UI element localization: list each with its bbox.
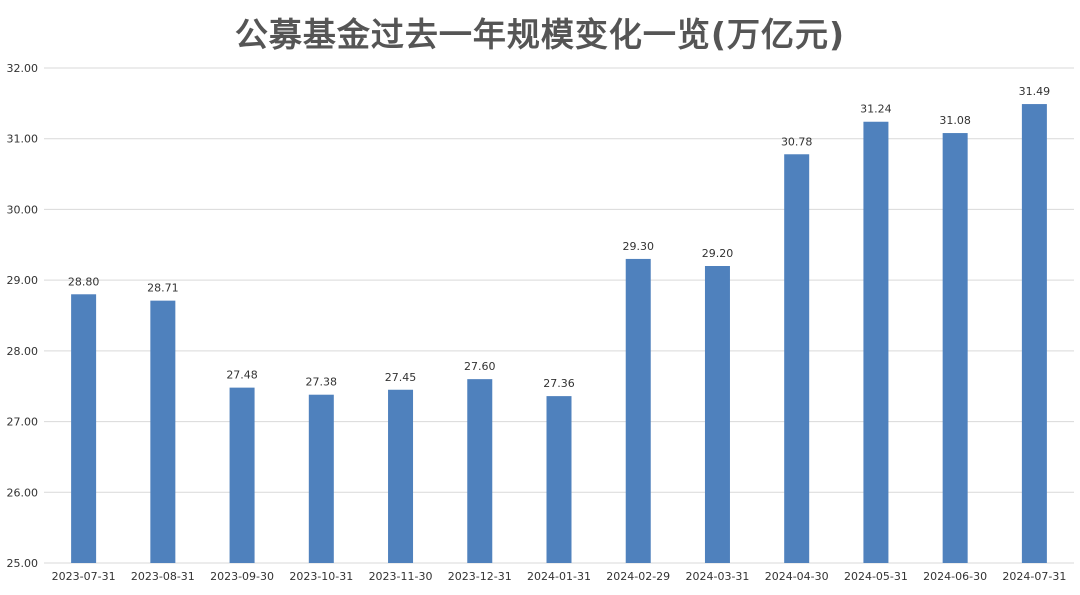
y-tick-label: 26.00: [7, 486, 39, 499]
x-tick-label: 2024-07-31: [1002, 570, 1066, 583]
data-label: 29.20: [702, 247, 734, 260]
y-tick-label: 32.00: [7, 62, 39, 75]
bar-2023-09-30: [229, 387, 255, 563]
bar-2023-10-31: [308, 394, 334, 563]
data-label: 28.80: [68, 275, 100, 288]
bar-2024-06-30: [942, 133, 968, 564]
y-axis-ticks: 25.00 26.00 27.00 28.00 29.00 30.00 31.00 32.00: [7, 62, 39, 570]
bar-2023-08-31: [150, 300, 176, 563]
x-tick-label: 2024-03-31: [685, 570, 749, 583]
data-label: 27.38: [306, 376, 338, 389]
data-label: 27.36: [543, 377, 575, 390]
bar-2023-07-31: [71, 294, 97, 563]
x-tick-label: 2024-05-31: [844, 570, 908, 583]
data-label: 31.49: [1019, 85, 1051, 98]
data-label: 30.78: [781, 135, 813, 148]
x-tick-label: 2023-10-31: [289, 570, 353, 583]
data-label: 29.30: [622, 240, 654, 253]
data-label: 27.48: [226, 369, 258, 382]
x-tick-label: 2023-11-30: [369, 570, 433, 583]
data-label: 27.60: [464, 360, 496, 373]
chart-title: 公募基金过去一年规模变化一览(万亿元): [234, 15, 846, 54]
x-tick-label: 2024-02-29: [606, 570, 670, 583]
y-tick-label: 27.00: [7, 416, 39, 429]
bars: [71, 104, 1047, 564]
y-tick-label: 25.00: [7, 557, 39, 570]
x-tick-label: 2024-01-31: [527, 570, 591, 583]
y-tick-label: 31.00: [7, 133, 39, 146]
bar-2024-01-31: [546, 396, 572, 563]
x-tick-label: 2023-08-31: [131, 570, 195, 583]
data-labels: 28.80 28.71 27.48 27.38 27.45 27.60 27.36 29.30…: [68, 85, 1050, 390]
y-tick-label: 30.00: [7, 203, 39, 216]
x-tick-label: 2023-09-30: [210, 570, 274, 583]
x-tick-label: 2024-04-30: [765, 570, 829, 583]
bar-2024-05-31: [863, 121, 889, 563]
x-axis-ticks: 2023-07-31 2023-08-31 2023-09-30 2023-10-31…: [52, 570, 1067, 583]
y-tick-label: 28.00: [7, 345, 39, 358]
bar-2023-11-30: [388, 389, 414, 563]
bar-2024-02-29: [625, 258, 651, 563]
data-label: 28.71: [147, 282, 179, 295]
x-tick-label: 2023-07-31: [52, 570, 116, 583]
bar-2024-04-30: [784, 154, 810, 563]
data-label: 27.45: [385, 371, 417, 384]
x-tick-label: 2023-12-31: [448, 570, 512, 583]
y-tick-label: 29.00: [7, 274, 39, 287]
bar-2023-12-31: [467, 379, 493, 563]
data-label: 31.24: [860, 103, 892, 116]
bar-2024-03-31: [704, 266, 730, 563]
data-label: 31.08: [939, 114, 971, 127]
bar-2024-07-31: [1021, 104, 1047, 564]
x-tick-label: 2024-06-30: [923, 570, 987, 583]
